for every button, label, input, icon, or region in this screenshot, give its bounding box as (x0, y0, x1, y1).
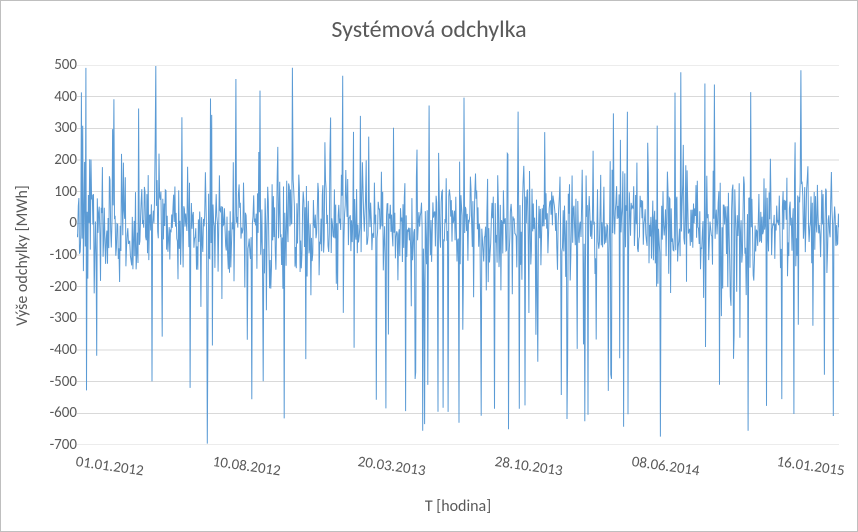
x-axis-title: T [hodina] (77, 497, 839, 516)
y-axis: -700-600-500-400-300-200-100010020030040… (37, 65, 77, 445)
x-axis: 01.01.2012 10.08.2012 20.03.2013 28.10.2013… (77, 445, 839, 495)
chart-container: Systémová odchylka Výše odchylky [MWh] -… (0, 0, 858, 532)
plot-svg (77, 65, 839, 445)
y-tick-label: 200 (37, 151, 77, 169)
y-tick-label: 0 (37, 214, 77, 232)
y-tick-label: 100 (37, 183, 77, 201)
y-tick-label: 500 (37, 56, 77, 74)
y-tick-label: -500 (37, 373, 77, 391)
x-tick-label: 08.06.2014 (631, 453, 701, 480)
x-tick-label: 20.03.2013 (356, 453, 426, 480)
y-axis-title-text: Výše odchylky [MWh] (13, 185, 32, 326)
y-tick-label: -300 (37, 309, 77, 327)
chart-title: Systémová odchylka (1, 15, 857, 44)
y-tick-label: 400 (37, 88, 77, 106)
y-tick-label: -200 (37, 278, 77, 296)
y-tick-label: 300 (37, 119, 77, 137)
y-axis-title: Výše odchylky [MWh] (11, 65, 33, 445)
x-tick-label: 28.10.2013 (494, 453, 564, 480)
y-tick-label: -100 (37, 246, 77, 264)
y-tick-label: -400 (37, 341, 77, 359)
y-tick-label: -700 (37, 436, 77, 454)
x-tick-label: 10.08.2012 (212, 453, 282, 480)
y-tick-label: -600 (37, 404, 77, 422)
plot-area (77, 65, 839, 445)
x-tick-label: 01.01.2012 (74, 453, 144, 480)
x-tick-label: 16.01.2015 (776, 453, 846, 480)
